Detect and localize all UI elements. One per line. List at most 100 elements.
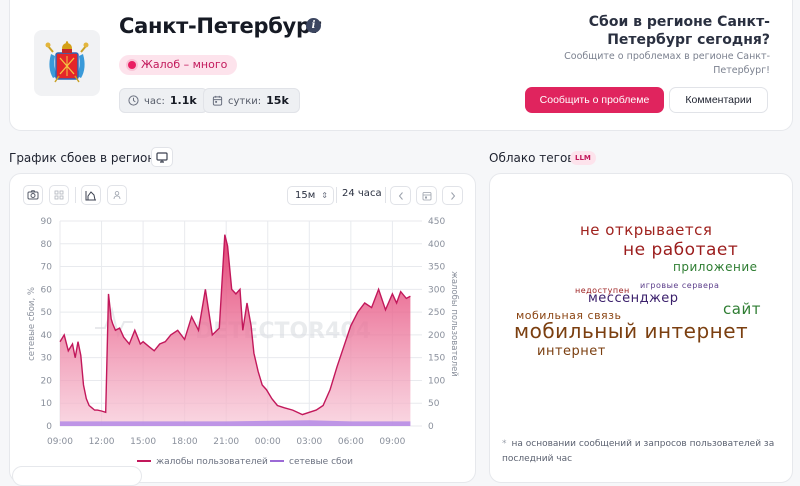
svg-text:200: 200 [428, 331, 445, 341]
tag-item[interactable]: недоступен [575, 286, 630, 295]
svg-text:10: 10 [41, 399, 53, 409]
watermark-pulse-icon [95, 306, 133, 339]
svg-text:80: 80 [41, 240, 53, 250]
svg-text:00:00: 00:00 [255, 437, 281, 447]
chart-section-title: График сбоев в регионе [9, 151, 163, 165]
svg-text:03:00: 03:00 [296, 437, 322, 447]
svg-text:50: 50 [428, 399, 440, 409]
chart-legend: жалобы пользователей сетевые сбои [137, 457, 353, 467]
tag-item[interactable]: мобильный интернет [514, 319, 749, 343]
tag-cloud-card: не открывается не работает приложение игров… [489, 173, 793, 483]
svg-text:09:00: 09:00 [47, 437, 73, 447]
toolbar-separator [75, 187, 76, 203]
svg-text:350: 350 [428, 263, 445, 273]
x-axis: 09:00 12:00 15:00 18:00 21:00 00:00 03:00 06:00… [47, 437, 406, 447]
tags-section-title: Облако тегов [489, 151, 575, 165]
tag-item[interactable]: приложение [673, 260, 758, 274]
info-icon[interactable]: i [306, 18, 321, 33]
svg-text:50: 50 [41, 308, 53, 318]
svg-text:21:00: 21:00 [213, 437, 239, 447]
toolbar-separator [336, 187, 337, 203]
user-icon [113, 191, 121, 200]
monitor-icon [156, 151, 168, 163]
svg-text:250: 250 [428, 308, 445, 318]
tag-item[interactable]: интернет [537, 344, 606, 359]
tag-item[interactable]: не работает [623, 240, 739, 260]
legend-complaints-label: жалобы пользователей [156, 457, 268, 467]
select-arrows-icon: ⇕ [321, 191, 328, 200]
prev-period-button[interactable] [390, 186, 411, 205]
stat-hour-label: час: [144, 96, 165, 107]
y-axis-left-label: сетевые сбои, % [27, 287, 37, 361]
clock-icon [128, 95, 139, 106]
svg-text:0: 0 [428, 422, 434, 432]
range-label: 24 часа [342, 188, 382, 199]
camera-icon [27, 190, 39, 200]
y-axis-right: 0 50 100 150 200 250 300 350 400 450 [428, 217, 445, 432]
user-filter-button[interactable] [107, 185, 127, 205]
legend-network-label: сетевые сбои [289, 457, 353, 467]
svg-text:20: 20 [41, 376, 53, 386]
region-coat-of-arms [34, 30, 100, 96]
svg-text:0: 0 [46, 422, 52, 432]
network-area [60, 420, 411, 426]
svg-text:40: 40 [41, 331, 53, 341]
next-period-button[interactable] [442, 186, 463, 205]
tag-item[interactable]: сайт [723, 300, 761, 318]
svg-text:450: 450 [428, 217, 445, 227]
svg-text:70: 70 [41, 263, 53, 273]
chart-type-button[interactable] [81, 185, 101, 205]
calendar-icon [422, 191, 431, 200]
calendar-button[interactable] [416, 186, 437, 205]
svg-text:06:00: 06:00 [338, 437, 364, 447]
status-badge-label: Жалоб – много [141, 58, 228, 71]
chevron-left-icon [398, 191, 403, 200]
status-dot-icon [128, 61, 136, 69]
svg-text:300: 300 [428, 285, 445, 295]
llm-badge: LLM [570, 151, 596, 165]
screenshot-button[interactable] [23, 185, 43, 205]
svg-text:15:00: 15:00 [130, 437, 156, 447]
y-axis-right-label: жалобы пользователей [449, 271, 459, 377]
comments-button[interactable]: Комментарии [669, 87, 768, 113]
cta-title: Сбои в регионе Санкт-Петербург сегодня? [588, 14, 770, 48]
status-badge: Жалоб – много [119, 55, 238, 75]
calendar-icon [212, 95, 223, 106]
cta-subtitle: Сообщите о проблемах в регионе Санкт-Пет… [564, 51, 770, 76]
stat-day-label: сутки: [228, 96, 262, 107]
tag-item[interactable]: мессенджер [588, 291, 679, 306]
interval-select-value: 15м [295, 190, 316, 201]
tag-item[interactable]: мобильная связь [516, 309, 622, 322]
complaints-area [60, 234, 411, 426]
tag-item[interactable]: не открывается [580, 221, 713, 239]
coat-of-arms-icon [45, 41, 89, 83]
outage-chart[interactable]: 0 10 20 30 40 50 60 70 80 90 0 50 100 150 200 250 300 35… [0, 210, 480, 472]
stat-hour-value: 1.1k [169, 94, 197, 107]
complaints-line [59, 234, 411, 416]
svg-text:09:00: 09:00 [379, 437, 405, 447]
svg-text:18:00: 18:00 [172, 437, 198, 447]
stat-day-value: 15k [266, 94, 289, 107]
chevron-right-icon [450, 191, 455, 200]
grid-icon [54, 190, 64, 200]
region-title: Санкт-Петербург [119, 14, 322, 38]
svg-text:400: 400 [428, 240, 445, 250]
interval-select[interactable]: 15м ⇕ [287, 186, 334, 205]
grid-button[interactable] [49, 185, 69, 205]
svg-text:90: 90 [41, 217, 53, 227]
svg-text:30: 30 [41, 354, 53, 364]
report-problem-button[interactable]: Сообщить о проблеме [525, 87, 664, 113]
svg-text:60: 60 [41, 285, 53, 295]
tag-item[interactable]: игровые сервера [640, 281, 720, 290]
lower-card-edge [12, 466, 142, 486]
chart-type-icon [85, 190, 96, 200]
stat-day: сутки: 15k [203, 88, 300, 113]
y-axis-left: 0 10 20 30 40 50 60 70 80 90 [41, 217, 53, 432]
svg-text:12:00: 12:00 [89, 437, 115, 447]
monitor-button[interactable] [151, 147, 173, 167]
stat-hour: час: 1.1k [119, 88, 208, 113]
svg-text:100: 100 [428, 376, 445, 386]
svg-text:150: 150 [428, 354, 445, 364]
tag-cloud-footnote: * на основании сообщений и запросов польз… [502, 439, 775, 464]
toolbar-separator [385, 187, 386, 203]
